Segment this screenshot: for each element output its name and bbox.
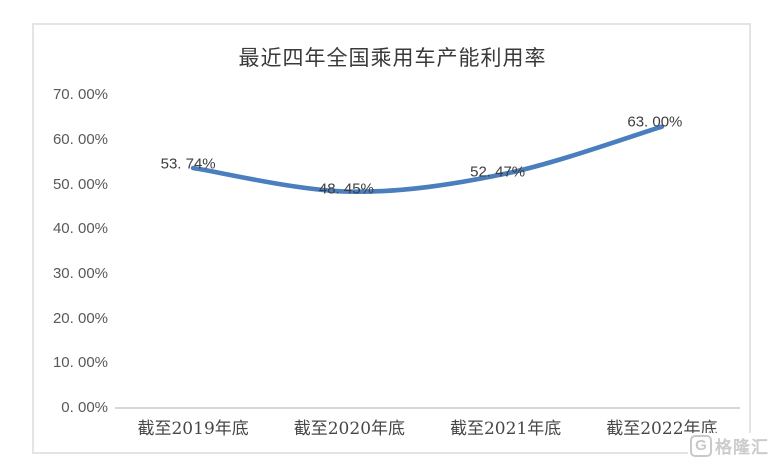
y-axis-tick-label: 0. 00% — [61, 399, 108, 416]
data-label-2022: 63. 00% — [627, 113, 683, 131]
x-axis-label-2019: 截至2019年底 — [137, 419, 249, 439]
chart-title: 最近四年全国乘用车产能利用率 — [238, 46, 547, 70]
gelonghui-logo-icon: G — [690, 434, 712, 457]
y-axis-tick-label: 60. 00% — [52, 131, 108, 149]
y-axis-tick-label: 40. 00% — [52, 220, 108, 238]
y-axis-tick-label: 70. 00% — [52, 86, 108, 104]
y-axis-tick-label: 50. 00% — [52, 175, 108, 193]
y-axis-tick-label: 30. 00% — [52, 265, 108, 283]
line-series — [190, 124, 665, 194]
watermark-text: 格隆汇 — [715, 438, 769, 458]
y-axis-tick-label: 20. 00% — [52, 309, 108, 327]
data-label-2019: 53. 74% — [160, 155, 216, 173]
x-axis-label-2020: 截至2020年底 — [293, 419, 406, 439]
watermark: G 格隆汇 — [688, 433, 769, 458]
data-label-2020: 48. 45% — [318, 180, 374, 198]
x-axis-label-2021: 截至2021年底 — [449, 419, 562, 439]
chart-frame — [32, 23, 751, 454]
y-axis-tick-label: 10. 00% — [52, 354, 108, 372]
data-label-2021: 52. 47% — [470, 163, 526, 181]
